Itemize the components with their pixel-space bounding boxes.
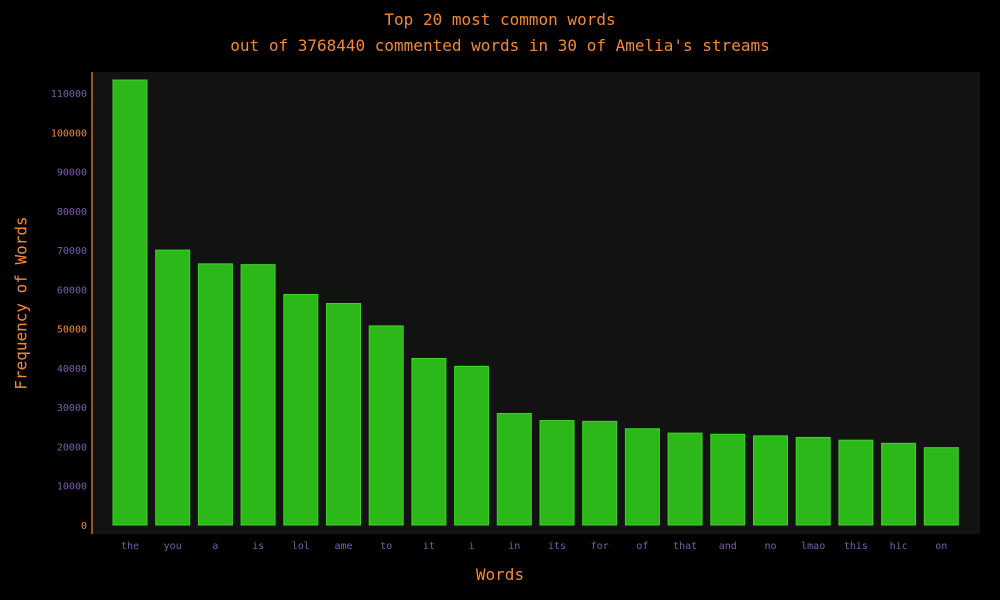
- y-tick-label: 110000: [51, 89, 87, 100]
- x-axis-label: Words: [475, 565, 525, 584]
- bar-its: [539, 420, 575, 526]
- bar-it: [411, 357, 447, 526]
- bar-and: [710, 433, 746, 526]
- bar-a: [197, 263, 233, 526]
- x-tick-label: on: [935, 541, 947, 552]
- y-tick-label: 50000: [57, 325, 87, 336]
- bar-to: [368, 325, 404, 526]
- bar-lmao: [795, 436, 831, 526]
- bar-i: [454, 365, 490, 526]
- y-tick-label: 40000: [57, 364, 87, 375]
- y-tick-label: 70000: [57, 246, 87, 257]
- x-tick-label: no: [764, 541, 776, 552]
- x-tick-label: hic: [890, 541, 908, 552]
- bar-ame: [326, 303, 361, 526]
- y-tick-label: 0: [81, 521, 87, 532]
- x-tick-label: lol: [292, 541, 310, 552]
- x-tick-label: it: [423, 541, 435, 552]
- y-axis-label: Frequency of Words: [11, 216, 31, 390]
- y-tick-label: 20000: [57, 442, 87, 453]
- x-tick-label: i: [469, 541, 475, 552]
- bar-in: [496, 412, 532, 526]
- chart-subtitle: out of 3768440 commented words in 30 of …: [230, 36, 770, 55]
- y-tick-label: 30000: [57, 403, 87, 414]
- bar-that: [667, 432, 703, 526]
- bar-the: [112, 79, 148, 526]
- x-tick-label: its: [548, 541, 566, 552]
- bar-hic: [881, 442, 917, 526]
- chart-title: Top 20 most common words: [384, 10, 616, 29]
- y-tick-label: 100000: [51, 128, 87, 139]
- y-tick-label: 90000: [57, 168, 87, 179]
- plot-area: [92, 72, 980, 534]
- bar-is: [240, 264, 276, 526]
- y-tick-label: 60000: [57, 285, 87, 296]
- x-tick-label: a: [212, 541, 218, 552]
- bar-lol: [283, 293, 319, 526]
- x-tick-label: and: [719, 541, 737, 552]
- x-tick-label: is: [252, 541, 264, 552]
- y-tick-label: 10000: [57, 482, 87, 493]
- x-tick-label: that: [673, 541, 697, 552]
- x-tick-label: in: [508, 541, 520, 552]
- bar-you: [155, 249, 191, 526]
- x-tick-label: you: [164, 541, 182, 552]
- bar-for: [582, 420, 618, 526]
- x-tick-label: lmao: [801, 541, 825, 552]
- x-tick-label: for: [591, 541, 609, 552]
- y-tick-label: 80000: [57, 207, 87, 218]
- bar-on: [923, 447, 959, 526]
- bar-of: [624, 428, 660, 526]
- x-tick-label: this: [844, 541, 868, 552]
- x-tick-label: ame: [334, 541, 352, 552]
- bar-no: [753, 435, 788, 526]
- x-tick-label: of: [636, 541, 648, 552]
- bar-this: [838, 439, 874, 526]
- x-tick-label: to: [380, 541, 392, 552]
- x-tick-label: the: [121, 541, 139, 552]
